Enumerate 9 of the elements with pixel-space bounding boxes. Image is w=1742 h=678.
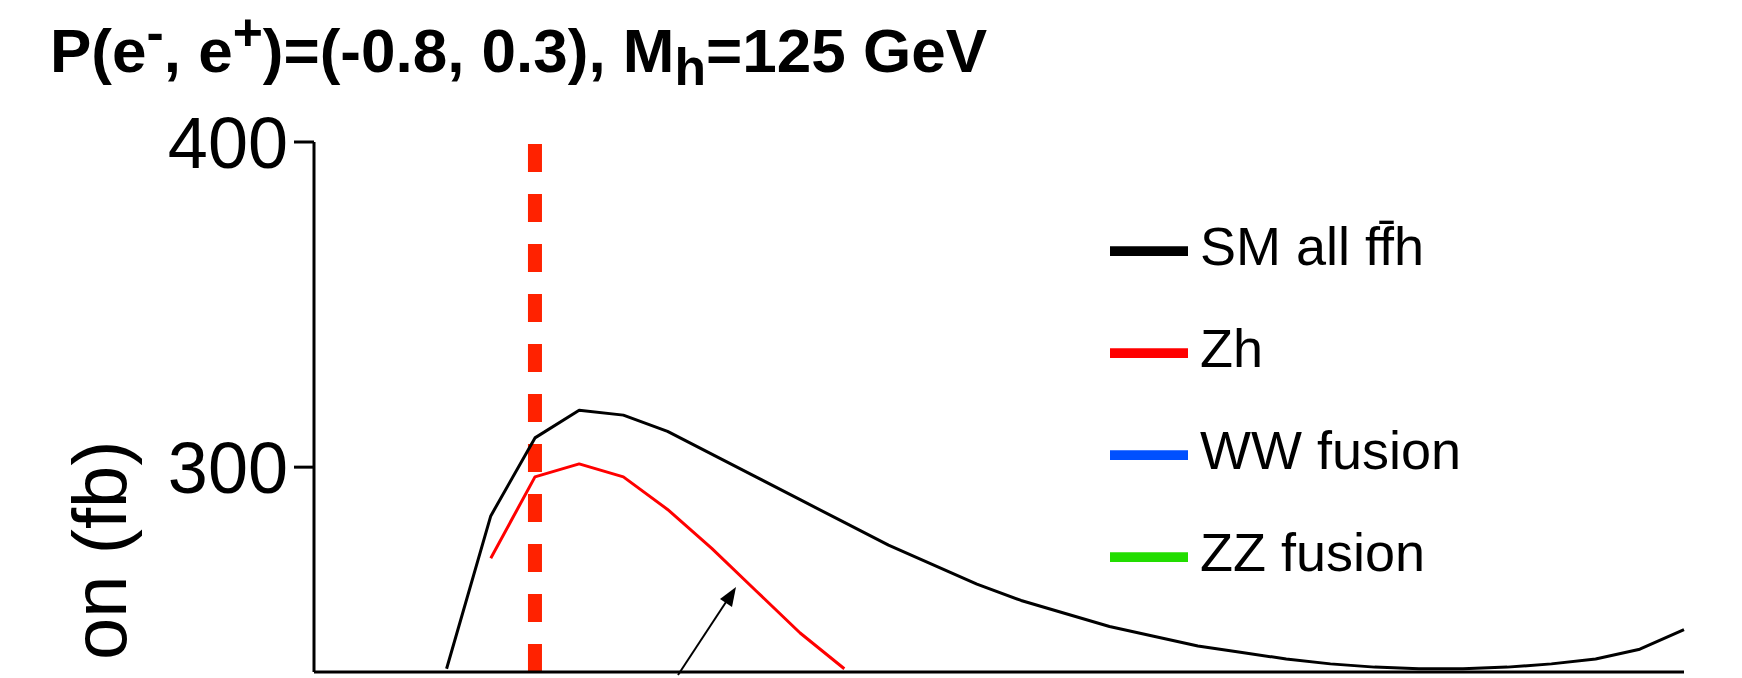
y-axis-title: on (fb) <box>57 440 142 660</box>
chart-title: P(e$^{-}$, e$^{+}$)=(-0.8, 0.3), M$_{h}$=125 GeV <box>50 2 988 98</box>
line-series <box>489 462 846 671</box>
legend-label: WW fusion <box>1200 420 1462 480</box>
legend-label: Zh <box>1200 318 1264 378</box>
y-tick-label: 400 <box>167 102 288 183</box>
legend-label: ZZ fusion <box>1200 522 1426 582</box>
y-tick-label: 300 <box>167 427 288 508</box>
legend-label: SM all ff̄h <box>1200 216 1425 276</box>
